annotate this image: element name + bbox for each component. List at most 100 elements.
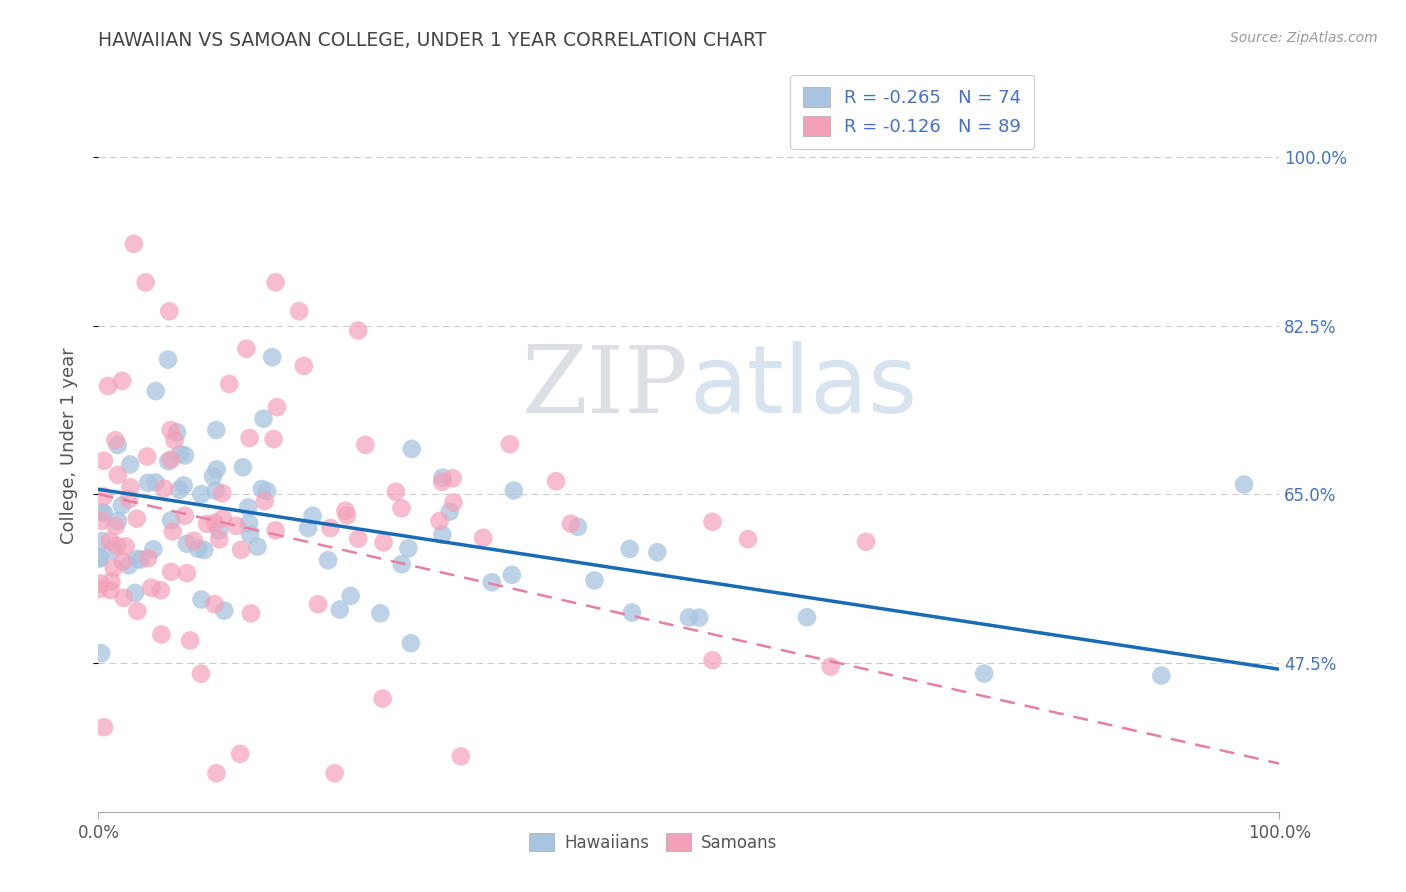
Point	[225, 518, 247, 533]
Point	[430, 475, 453, 489]
Point	[439, 505, 461, 519]
Point	[136, 551, 159, 566]
Point	[100, 583, 122, 598]
Point	[239, 607, 262, 621]
Point	[160, 452, 183, 467]
Point	[204, 516, 226, 530]
Point	[391, 501, 413, 516]
Point	[112, 591, 135, 605]
Point	[145, 475, 167, 490]
Point	[307, 597, 329, 611]
Point	[385, 484, 408, 499]
Point	[702, 653, 724, 667]
Point	[104, 519, 127, 533]
Point	[93, 506, 115, 520]
Point	[107, 514, 129, 528]
Point	[208, 533, 231, 547]
Point	[89, 550, 111, 565]
Point	[319, 521, 342, 535]
Point	[235, 342, 257, 356]
Point	[120, 458, 142, 472]
Point	[205, 423, 228, 437]
Point	[127, 604, 149, 618]
Point	[256, 484, 278, 499]
Point	[583, 574, 606, 588]
Point	[127, 552, 149, 566]
Point	[232, 460, 254, 475]
Point	[145, 384, 167, 399]
Point	[100, 574, 122, 589]
Point	[176, 537, 198, 551]
Point	[450, 749, 472, 764]
Point	[118, 492, 141, 507]
Point	[205, 766, 228, 780]
Point	[501, 567, 523, 582]
Point	[239, 431, 262, 445]
Point	[396, 541, 419, 556]
Point	[124, 586, 146, 600]
Point	[214, 604, 236, 618]
Point	[229, 542, 252, 557]
Point	[163, 434, 186, 448]
Point	[190, 592, 212, 607]
Point	[160, 565, 183, 579]
Point	[90, 514, 112, 528]
Point	[262, 350, 284, 364]
Point	[156, 352, 179, 367]
Point	[238, 516, 260, 531]
Point	[973, 666, 995, 681]
Point	[266, 400, 288, 414]
Point	[91, 505, 114, 519]
Point	[250, 482, 273, 496]
Point	[252, 411, 274, 425]
Point	[136, 450, 159, 464]
Point	[208, 524, 231, 538]
Point	[288, 304, 311, 318]
Point	[323, 766, 346, 780]
Point	[89, 576, 111, 591]
Point	[619, 541, 641, 556]
Point	[647, 545, 669, 559]
Point	[399, 636, 422, 650]
Point	[93, 454, 115, 468]
Point	[855, 534, 877, 549]
Point	[297, 521, 319, 535]
Point	[98, 533, 121, 548]
Point	[354, 438, 377, 452]
Point	[159, 423, 181, 437]
Point	[173, 478, 195, 492]
Point	[160, 513, 183, 527]
Point	[796, 610, 818, 624]
Point	[153, 482, 176, 496]
Point	[157, 304, 180, 318]
Point	[391, 558, 413, 572]
Point	[347, 324, 370, 338]
Point	[401, 442, 423, 456]
Point	[347, 532, 370, 546]
Point	[111, 499, 134, 513]
Point	[441, 471, 464, 485]
Point	[336, 508, 359, 523]
Point	[211, 486, 233, 500]
Point	[104, 433, 127, 447]
Point	[107, 467, 129, 482]
Point	[103, 561, 125, 575]
Point	[373, 535, 395, 549]
Point	[499, 437, 522, 451]
Point	[820, 659, 842, 673]
Point	[105, 539, 128, 553]
Point	[90, 646, 112, 660]
Point	[89, 582, 111, 596]
Point	[292, 359, 315, 373]
Point	[101, 543, 124, 558]
Point	[368, 607, 391, 621]
Point	[107, 438, 129, 452]
Point	[301, 508, 323, 523]
Point	[111, 374, 134, 388]
Point	[432, 527, 454, 541]
Point	[118, 558, 141, 573]
Point	[316, 553, 339, 567]
Point	[443, 495, 465, 509]
Point	[429, 514, 451, 528]
Point	[90, 533, 112, 548]
